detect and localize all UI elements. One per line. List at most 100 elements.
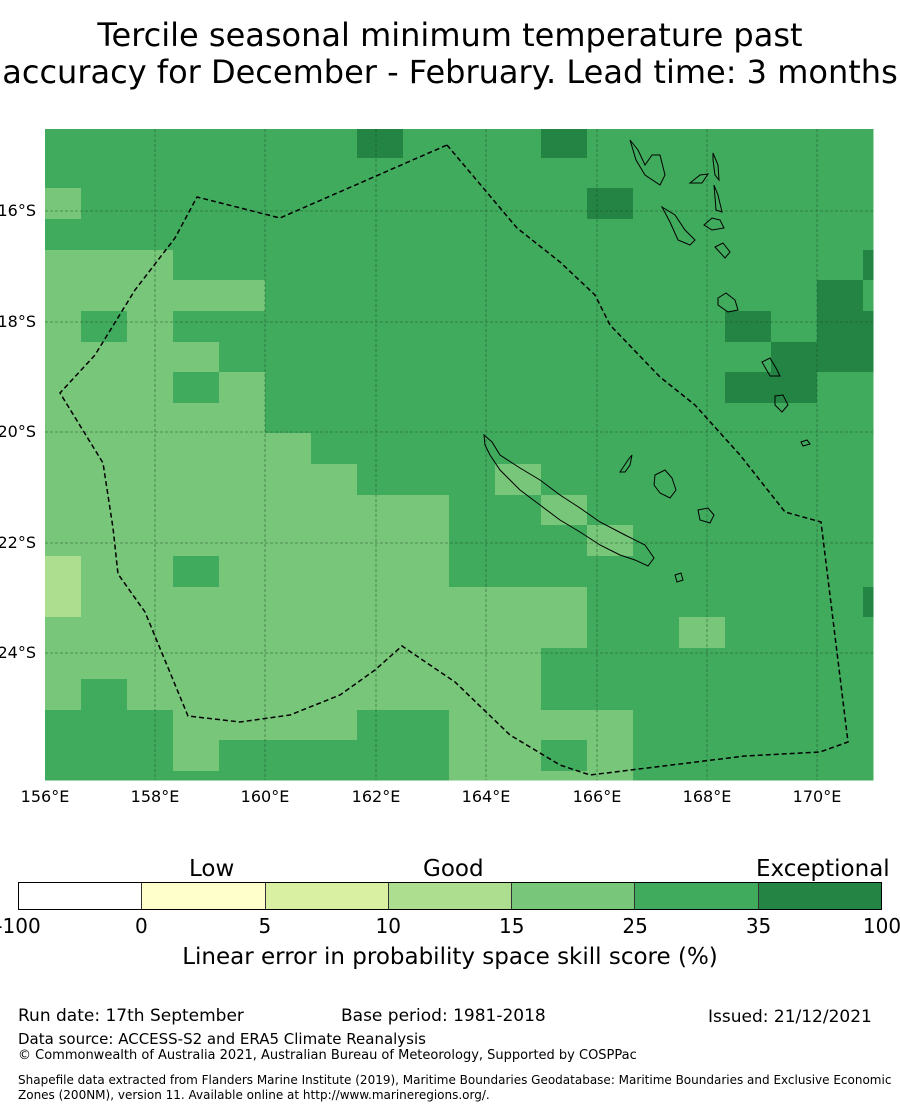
grid-cell (357, 617, 404, 649)
grid-cell (679, 280, 726, 312)
grid-cell (817, 372, 864, 404)
ambae-island (688, 173, 710, 184)
grid-cell (495, 158, 542, 189)
grid-cell (495, 311, 542, 343)
grid-cell (265, 158, 312, 189)
grid-cell (45, 188, 82, 220)
grid-cell (863, 495, 874, 526)
colorbar-segment (19, 883, 142, 909)
lon-label-168e: 168°E (682, 787, 732, 806)
grid-cell (311, 771, 358, 781)
grid-cell (81, 433, 128, 465)
grid-cell (219, 280, 266, 312)
grid-cell (771, 771, 818, 781)
grid-cell (863, 587, 874, 618)
grid-cell (403, 495, 450, 526)
run-date: Run date: 17th September (18, 1006, 244, 1026)
grid-cell (403, 311, 450, 343)
grid-cell (633, 679, 680, 711)
isle-of-pines (674, 572, 684, 583)
walpole-island (800, 439, 811, 447)
grid-cell (219, 525, 266, 557)
grid-cell (449, 311, 496, 343)
grid-cell (265, 464, 312, 496)
colorbar-heading-good: Good (423, 856, 484, 882)
grid-cell (449, 129, 496, 159)
grid-cell (495, 129, 542, 159)
grid-cell (45, 129, 82, 159)
grid-cell (403, 129, 450, 159)
grid-cell (495, 280, 542, 312)
grid-cell (357, 342, 404, 373)
grid-cell (81, 129, 128, 159)
grid-cell (495, 617, 542, 649)
grid-cell (311, 679, 358, 711)
grid-cell (173, 250, 220, 281)
grid-cell (541, 710, 588, 741)
grid-cell (81, 556, 128, 588)
grid-cell (311, 188, 358, 220)
grid-cell (587, 158, 634, 189)
grid-cell (173, 525, 220, 557)
grid-cell (219, 188, 266, 220)
grid-cell (541, 679, 588, 711)
colorbar-segment (511, 883, 635, 909)
grid-cell (127, 403, 174, 434)
grid-cell (265, 525, 312, 557)
grid-cell (311, 525, 358, 557)
colorbar-segment (757, 883, 881, 909)
grid-cell (679, 342, 726, 373)
colorbar-tick: 100 (862, 914, 900, 938)
grid-cell (219, 617, 266, 649)
grid-cell (541, 219, 588, 251)
grid-cell (127, 740, 174, 772)
grid-cell (495, 587, 542, 618)
grid-cell (81, 219, 128, 251)
base-period: Base period: 1981-2018 (341, 1006, 546, 1026)
grid-cell (403, 464, 450, 496)
grid-cell (495, 403, 542, 434)
grid-cell (357, 219, 404, 251)
grid-cell (173, 495, 220, 526)
grid-cell (541, 188, 588, 220)
grid-cell (265, 617, 312, 649)
grid-cell (127, 372, 174, 404)
grid-cell (449, 617, 496, 649)
grid-cell (403, 587, 450, 618)
erromango-island (761, 357, 781, 377)
grid-cell (357, 464, 404, 496)
grid-cell (863, 158, 874, 189)
grid-cell (81, 311, 128, 343)
grid-cell (771, 740, 818, 772)
malekula-island (660, 205, 696, 246)
grid-cell (173, 372, 220, 404)
grid-cell (45, 433, 82, 465)
grid-cell (863, 740, 874, 772)
grid-cell (541, 771, 588, 781)
grid-cell (817, 158, 864, 189)
grid-cell (771, 188, 818, 220)
grid-cell (45, 587, 82, 618)
grid-cell (587, 617, 634, 649)
grid-cell (771, 311, 818, 343)
lon-label-166e: 166°E (572, 787, 622, 806)
grid-cell (173, 342, 220, 373)
grid-cell (127, 679, 174, 711)
grid-cell (265, 280, 312, 312)
grid-cell (127, 433, 174, 465)
grid-cell (587, 587, 634, 618)
grid-cell (679, 710, 726, 741)
grid-cell (265, 740, 312, 772)
grid-cell (265, 433, 312, 465)
ambrym-island (714, 242, 731, 259)
grid-cell (311, 280, 358, 312)
grid-cell (633, 464, 680, 496)
grid-cell (495, 219, 542, 251)
grid-cell (127, 280, 174, 312)
lon-label-170e: 170°E (792, 787, 842, 806)
grid-cell (311, 740, 358, 772)
lon-label-158e: 158°E (130, 787, 180, 806)
grid-cell (495, 342, 542, 373)
grid-cell (541, 158, 588, 189)
grid-cell (127, 219, 174, 251)
